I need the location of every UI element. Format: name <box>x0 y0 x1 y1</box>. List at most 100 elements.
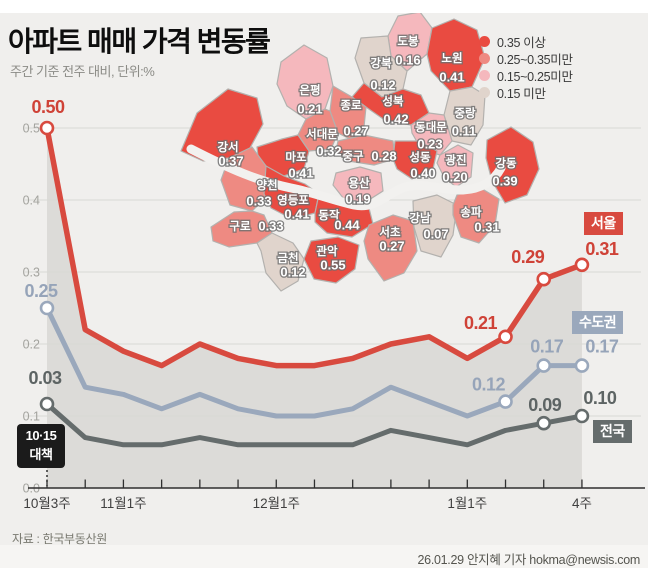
seoul-map: 도봉 0.16 노원 0.41 강북 0.12 은평 0.21 성북 0.42 중랑 0.11 종로 0.… <box>180 11 540 292</box>
data-point-marker <box>39 300 55 316</box>
data-point-marker <box>498 329 513 345</box>
district-name-label: 종로 <box>340 99 362 112</box>
district-name-label: 중구 <box>342 150 364 163</box>
data-point-marker <box>39 396 55 412</box>
footer-source: 자료 : 한국부동산원 <box>12 532 108 546</box>
district-name-label: 성동 <box>409 150 431 164</box>
district-value-label: 0.28 <box>371 149 396 164</box>
data-point-label: 0.29 <box>511 247 545 267</box>
footer-credit: 26.01.29 안지혜 기자 hokma@newsis.com <box>417 553 641 567</box>
map-legend: 0.35 이상 0.25~0.35미만 0.15~0.25미만 0.15 미만 <box>479 33 573 101</box>
y-tick-label: 0.4 <box>23 194 40 208</box>
policy-badge-line2: 대책 <box>29 446 53 462</box>
han-river <box>186 144 506 211</box>
district-name-label: 영등포 <box>277 193 309 207</box>
series-line-jeonguk <box>44 401 585 448</box>
y-tick-label: 0.2 <box>23 338 40 352</box>
data-point-marker <box>574 358 590 373</box>
legend-label: 0.15~0.25미만 <box>497 70 573 84</box>
data-point-marker <box>498 394 513 409</box>
district-value-label: 0.42 <box>383 112 408 127</box>
y-tick-label: 0.1 <box>23 410 40 424</box>
district-shape <box>452 186 500 244</box>
legend-item: 0.25~0.35미만 <box>479 50 573 67</box>
district-value-label: 0.39 <box>492 174 517 189</box>
data-point-label: 0.50 <box>31 97 65 117</box>
district-value-label: 0.40 <box>410 166 435 181</box>
policy-badge-line1: 10·15 <box>25 428 57 443</box>
district-name-label: 동작 <box>318 208 340 222</box>
legend-color-dot-icon <box>479 53 490 64</box>
district-name-label: 마포 <box>285 150 307 164</box>
data-point-label: 0.10 <box>583 388 617 408</box>
bottom-strip <box>0 545 648 568</box>
district-name-label: 강동 <box>495 156 517 170</box>
district-value-label: 0.27 <box>343 124 368 139</box>
district-value-label: 0.31 <box>474 220 499 235</box>
district-value-label: 0.12 <box>370 78 395 93</box>
district-value-label: 0.12 <box>280 265 305 280</box>
district-value-label: 0.55 <box>320 258 345 273</box>
top-strip <box>0 0 648 13</box>
data-point-marker <box>536 271 552 287</box>
data-point-marker <box>574 257 590 273</box>
data-point-label: 0.09 <box>528 395 562 415</box>
data-point-marker <box>536 358 552 373</box>
legend-color-dot-icon <box>479 36 490 47</box>
district-name-label: 서초 <box>379 225 401 239</box>
district-name-label: 관악 <box>316 244 338 258</box>
x-axis-label: 12월1주 <box>253 496 300 511</box>
district-value-label: 0.32 <box>316 144 341 159</box>
series-line-sudogwon <box>44 305 585 419</box>
y-tick-label: 0.5 <box>23 122 40 136</box>
legend-item: 0.15~0.25미만 <box>479 67 573 84</box>
legend-color-dot-icon <box>479 70 490 81</box>
policy-annotation-badge: 10·15 대책 <box>17 424 65 468</box>
legend-label: 0.25~0.35미만 <box>497 53 573 67</box>
district-name-label: 도봉 <box>397 35 419 48</box>
page-subtitle: 주간 기준 전주 대비, 단위:% <box>10 64 155 79</box>
district-value-label: 0.41 <box>439 70 464 85</box>
district-name-label: 송파 <box>460 205 482 219</box>
data-point-marker <box>574 408 590 424</box>
district-value-label: 0.23 <box>417 137 442 152</box>
x-axis-label: 10월3주 <box>23 496 70 511</box>
district-name-label: 양천 <box>256 178 277 192</box>
data-point-label: 0.03 <box>28 368 62 388</box>
district-value-label: 0.16 <box>395 53 420 68</box>
data-point-label: 0.25 <box>24 281 58 301</box>
district-value-label: 0.41 <box>288 166 313 181</box>
x-axis-label: 11월1주 <box>100 496 146 511</box>
data-point-label: 0.31 <box>585 239 619 259</box>
data-point-label: 0.17 <box>585 337 619 357</box>
district-name-label: 금천 <box>277 251 298 265</box>
x-axis-label: 4주 <box>572 496 592 511</box>
district-name-label: 은평 <box>299 83 320 97</box>
legend-item: 0.15 미만 <box>479 84 573 101</box>
district-name-label: 강남 <box>409 211 431 225</box>
district-value-label: 0.41 <box>284 207 309 222</box>
legend-item: 0.35 이상 <box>479 33 573 50</box>
district-shape <box>436 144 474 188</box>
data-point-marker <box>39 120 55 136</box>
data-point-label: 0.17 <box>530 337 564 357</box>
district-shape <box>392 140 438 180</box>
district-name-label: 강서 <box>217 140 238 154</box>
district-shape <box>335 134 396 166</box>
series-badge-sudogwon: 수도권 <box>572 311 624 334</box>
district-shape <box>412 194 458 258</box>
district-name-label: 광진 <box>445 153 466 167</box>
legend-label: 0.35 이상 <box>497 36 546 50</box>
district-value-label: 0.44 <box>334 218 360 233</box>
y-tick-label: 0.3 <box>23 266 40 280</box>
district-name-label: 강북 <box>370 56 392 70</box>
data-point-marker <box>536 415 552 431</box>
district-name-label: 용산 <box>348 176 370 190</box>
district-name-label: 노원 <box>441 51 462 65</box>
data-point-label: 0.21 <box>464 313 498 333</box>
district-shape <box>332 166 384 204</box>
district-name-label: 중랑 <box>454 107 476 120</box>
district-value-label: 0.37 <box>218 154 243 169</box>
district-value-label: 0.33 <box>258 219 283 234</box>
